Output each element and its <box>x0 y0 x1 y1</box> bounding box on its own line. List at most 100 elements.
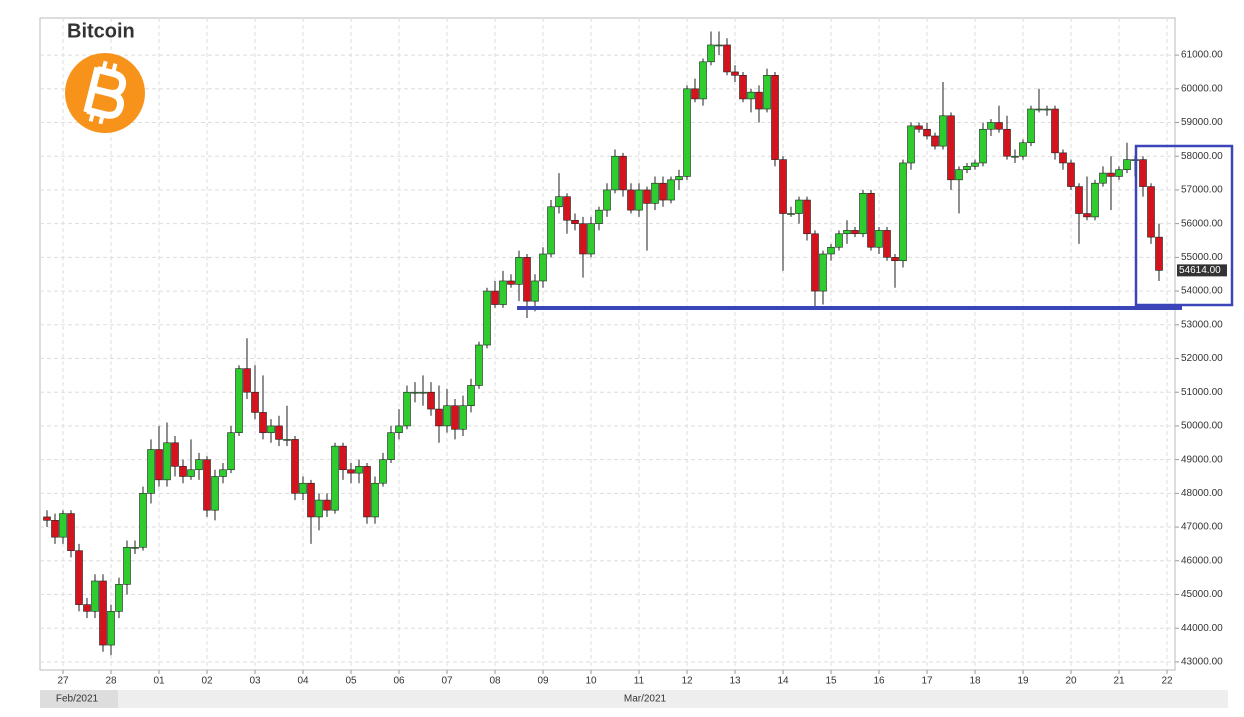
y-tick-label: 57000.00 <box>1181 185 1223 196</box>
candle-body <box>147 449 155 494</box>
candle-body <box>715 44 723 47</box>
x-tick-label: 18 <box>969 676 981 687</box>
last-price-label: 54614.00 <box>1179 265 1221 276</box>
candle-body <box>859 193 867 235</box>
candle-body <box>811 233 819 292</box>
candle-body <box>531 280 539 302</box>
candle-body <box>979 128 987 164</box>
candle-body <box>675 176 683 181</box>
candle-body <box>843 230 851 235</box>
candle-body <box>883 230 891 258</box>
candle-body <box>283 439 291 441</box>
candle-body <box>899 162 907 262</box>
candle-body <box>251 391 259 413</box>
candle-body <box>515 257 523 285</box>
candle-body <box>891 257 899 262</box>
candle-body <box>595 209 603 224</box>
candle-body <box>1043 108 1051 111</box>
y-tick-label: 44000.00 <box>1181 623 1223 634</box>
candle-body <box>195 459 203 471</box>
candle-body <box>619 155 627 191</box>
candle-body <box>955 169 963 181</box>
x-tick-label: 21 <box>1113 676 1125 687</box>
last-price-box <box>1177 264 1227 277</box>
candle-body <box>155 449 163 481</box>
candle-body <box>1155 236 1163 271</box>
x-tick-label: 22 <box>1161 676 1173 687</box>
candle-body <box>411 391 419 394</box>
x-tick-label: 16 <box>873 676 885 687</box>
candle-body <box>827 246 835 255</box>
candle-body <box>1059 152 1067 164</box>
candles <box>43 31 1163 656</box>
candle-body <box>203 459 211 511</box>
grid <box>40 18 1175 670</box>
candle-body <box>99 580 107 646</box>
candle-body <box>339 445 347 471</box>
candle-body <box>787 213 795 215</box>
candle-body <box>235 368 243 433</box>
candle-body <box>1035 108 1043 111</box>
x-tick-label: 13 <box>729 676 741 687</box>
month-cell <box>40 690 118 708</box>
candle-body <box>659 182 667 201</box>
x-tick-label: 03 <box>249 676 261 687</box>
candle-body <box>483 290 491 346</box>
x-tick-label: 10 <box>585 676 597 687</box>
candle-body <box>187 469 195 477</box>
candle-body <box>507 280 515 285</box>
candle-body <box>371 482 379 518</box>
x-tick-label: 08 <box>489 676 501 687</box>
y-tick-label: 58000.00 <box>1181 151 1223 162</box>
candle-body <box>771 75 779 160</box>
x-tick-label: 14 <box>777 676 789 687</box>
bitcoin-logo <box>65 53 145 133</box>
candle-body <box>611 155 619 191</box>
candle-body <box>307 482 315 518</box>
plot-area <box>39 17 1176 671</box>
candle-body <box>491 290 499 305</box>
candle-body <box>1107 172 1115 177</box>
candle-body <box>1147 186 1155 238</box>
candle-body <box>179 466 187 477</box>
x-tick-label: 28 <box>105 676 117 687</box>
candle-body <box>763 75 771 110</box>
candle-body <box>331 445 339 511</box>
candle-body <box>683 88 691 177</box>
candle-body <box>467 385 475 406</box>
candle-body <box>267 425 275 433</box>
y-tick-label: 43000.00 <box>1181 657 1223 668</box>
chart-title: Bitcoin <box>67 20 135 42</box>
x-tick-label: 07 <box>441 676 453 687</box>
candle-body <box>731 71 739 76</box>
candle-body <box>395 425 403 433</box>
x-tick-label: 27 <box>57 676 69 687</box>
candle-body <box>363 466 371 518</box>
x-tick-label: 09 <box>537 676 549 687</box>
month-label: Feb/2021 <box>56 694 99 705</box>
candle-body <box>243 368 251 393</box>
candle-body <box>1075 186 1083 214</box>
candle-body <box>931 135 939 147</box>
candle-body <box>115 584 123 612</box>
candle-body <box>1051 108 1059 154</box>
x-tick-label: 17 <box>921 676 933 687</box>
y-tick-label: 47000.00 <box>1181 522 1223 533</box>
y-tick-label: 53000.00 <box>1181 319 1223 330</box>
candle-body <box>795 199 803 214</box>
y-tick-label: 56000.00 <box>1181 218 1223 229</box>
candle-body <box>643 189 651 204</box>
candle-body <box>83 604 91 612</box>
candle-body <box>867 193 875 248</box>
candle-body <box>291 439 299 494</box>
candle-body <box>259 412 267 433</box>
x-tick-label: 15 <box>825 676 837 687</box>
highlight-box <box>1134 144 1234 307</box>
candle-body <box>963 166 971 171</box>
candle-body <box>1027 108 1035 144</box>
x-tick-label: 20 <box>1065 676 1077 687</box>
candle-body <box>443 405 451 427</box>
candle-body <box>315 499 323 518</box>
y-tick-label: 50000.00 <box>1181 421 1223 432</box>
y-tick-label: 59000.00 <box>1181 117 1223 128</box>
